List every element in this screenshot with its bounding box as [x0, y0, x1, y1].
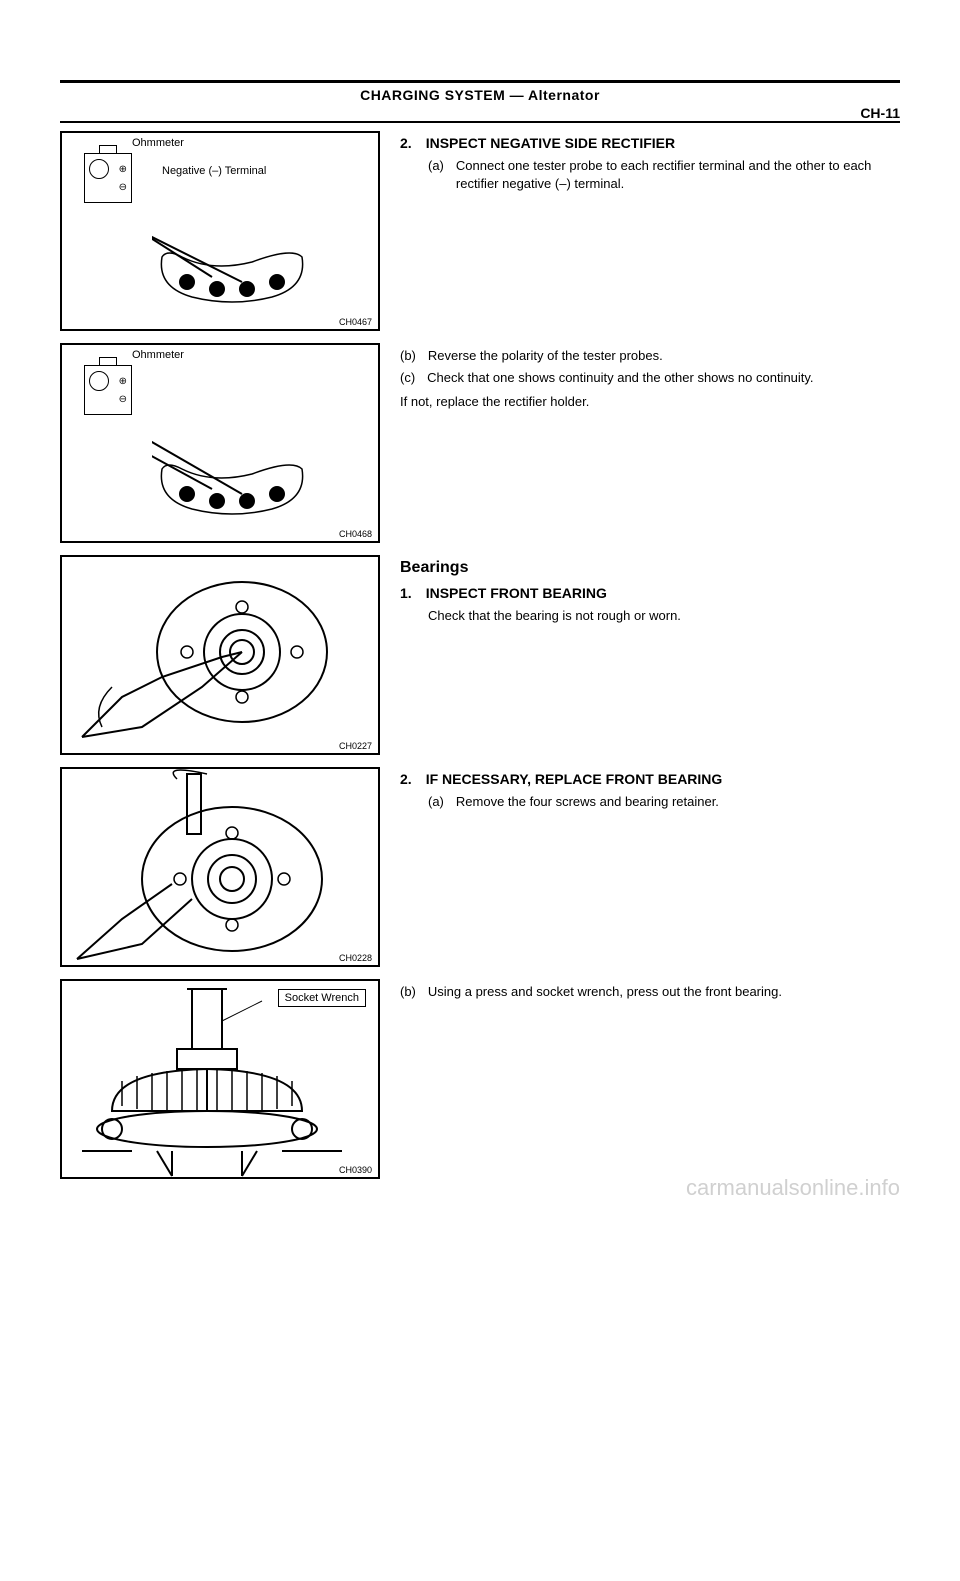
section-2-text: (b) Reverse the polarity of the tester p… [400, 343, 900, 543]
section-3-text: Bearings 1. INSPECT FRONT BEARING Check … [400, 555, 900, 755]
figure-2-ohmmeter-label: Ohmmeter [132, 349, 184, 361]
section-1: Ohmmeter ⊕ ⊖ Negative (–) Terminal CH046… [60, 131, 900, 331]
header-rule-bottom [60, 121, 900, 123]
ohmmeter-icon: ⊕ ⊖ [84, 153, 132, 203]
figure-3: CH0227 [60, 555, 380, 755]
step-5b-label: (b) [400, 983, 416, 1001]
figure-3-code: CH0227 [337, 741, 374, 751]
bearing-remove-icon [62, 769, 382, 969]
page-number: CH-11 [860, 105, 900, 121]
figure-2: Ohmmeter ⊕ ⊖ CH0468 [60, 343, 380, 543]
ohmmeter-icon-2: ⊕ ⊖ [84, 365, 132, 415]
figure-5-code: CH0390 [337, 1165, 374, 1175]
step-4-number: 2. [400, 771, 412, 787]
step-4a-label: (a) [428, 793, 444, 811]
figure-1-code: CH0467 [337, 317, 374, 327]
section-4: CH0228 2. IF NECESSARY, REPLACE FRONT BE… [60, 767, 900, 967]
section-3: CH0227 Bearings 1. INSPECT FRONT BEARING… [60, 555, 900, 755]
figure-4-code: CH0228 [337, 953, 374, 963]
press-bearing-icon [62, 981, 382, 1181]
step-2c-label: (c) [400, 369, 415, 387]
step-3-number: 1. [400, 585, 412, 601]
section-5-text: (b) Using a press and socket wrench, pre… [400, 979, 900, 1179]
figure-4: CH0228 [60, 767, 380, 967]
step-1-number: 2. [400, 135, 412, 151]
section-4-text: 2. IF NECESSARY, REPLACE FRONT BEARING (… [400, 767, 900, 967]
step-2c-text: Check that one shows continuity and the … [427, 369, 813, 387]
header-row: CHARGING SYSTEM — Alternator [60, 87, 900, 103]
figure-2-code: CH0468 [337, 529, 374, 539]
step-3-title: INSPECT FRONT BEARING [426, 585, 607, 601]
figure-1-terminal-label: Negative (–) Terminal [162, 165, 266, 177]
rectifier-icon-2 [152, 439, 312, 519]
step-2-note: If not, replace the rectifier holder. [400, 393, 900, 411]
bearing-inspect-icon [62, 557, 382, 757]
section-5: Socket Wrench CH0390 (b) Using a press a [60, 979, 900, 1179]
step-2b-label: (b) [400, 347, 416, 365]
step-4a-text: Remove the four screws and bearing retai… [456, 793, 719, 811]
header-rule-top [60, 80, 900, 83]
step-1-title: INSPECT NEGATIVE SIDE RECTIFIER [426, 135, 675, 151]
step-2b-text: Reverse the polarity of the tester probe… [428, 347, 663, 365]
figure-1: Ohmmeter ⊕ ⊖ Negative (–) Terminal CH046… [60, 131, 380, 331]
section-1-text: 2. INSPECT NEGATIVE SIDE RECTIFIER (a) C… [400, 131, 900, 331]
header-title: CHARGING SYSTEM — Alternator [360, 87, 600, 103]
step-3-body: Check that the bearing is not rough or w… [428, 608, 681, 623]
figure-1-ohmmeter-label: Ohmmeter [132, 137, 184, 149]
step-1a-label: (a) [428, 157, 444, 193]
step-5b-text: Using a press and socket wrench, press o… [428, 983, 782, 1001]
section-2: Ohmmeter ⊕ ⊖ CH0468 (b) Reverse the pola… [60, 343, 900, 543]
step-1a-text: Connect one tester probe to each rectifi… [456, 157, 900, 193]
bearings-heading: Bearings [400, 559, 900, 577]
step-4-title: IF NECESSARY, REPLACE FRONT BEARING [426, 771, 723, 787]
rectifier-icon [152, 227, 312, 307]
watermark: carmanualsonline.info [686, 1175, 900, 1201]
figure-5: Socket Wrench CH0390 [60, 979, 380, 1179]
